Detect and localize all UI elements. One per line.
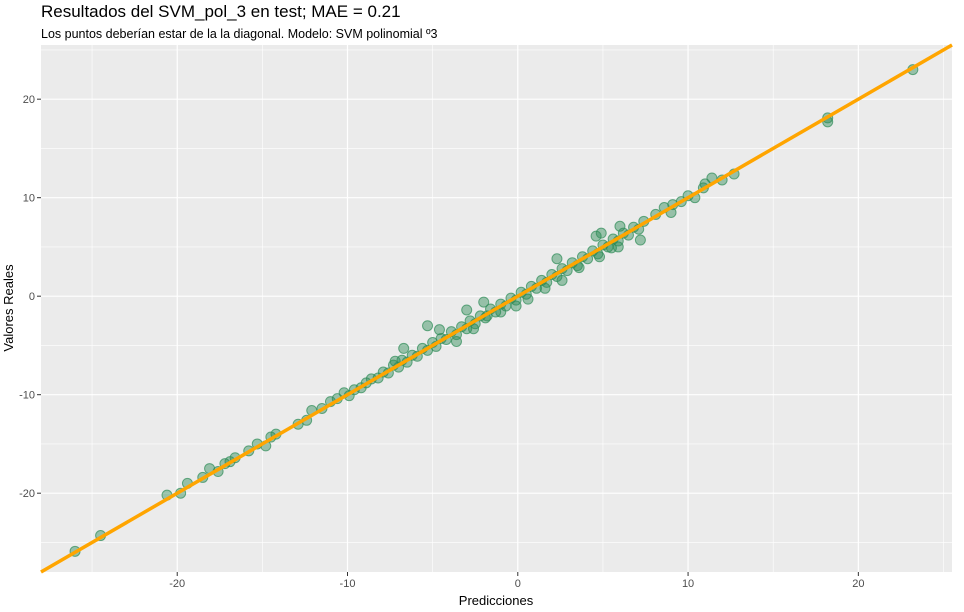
y-tick-label: -10 [19,390,35,402]
y-tick-label: 10 [23,193,35,205]
data-point [595,227,607,239]
reference-line [40,43,953,574]
major-gridlines [41,45,952,572]
reference-line-layer [40,43,953,574]
minor-gridlines [41,45,952,572]
y-tick-label: 0 [29,291,35,303]
data-point [594,251,606,263]
y-tick-label: -20 [19,488,35,500]
x-tick-label: 10 [682,578,694,590]
data-point [556,274,568,286]
chart-subtitle: Los puntos deberían estar de la la diago… [41,27,438,41]
x-tick-label: 20 [852,578,864,590]
data-point [450,335,462,347]
x-tick-label: -10 [340,578,356,590]
x-axis-ticks: -20 -10 0 10 20 [169,572,864,590]
data-point [551,253,563,265]
data-point [614,220,626,232]
x-axis-title: Predicciones [459,593,534,608]
data-point [590,230,602,242]
x-tick-label: 0 [515,578,521,590]
chart-title: Resultados del SVM_pol_3 en test; MAE = … [41,2,401,21]
y-tick-label: 20 [23,94,35,106]
y-axis-title: Valores Reales [1,264,16,352]
data-point [478,296,490,308]
data-point [634,234,646,246]
x-tick-label: -20 [169,578,185,590]
data-point [433,324,445,336]
data-point [539,282,551,294]
data-point [398,342,410,354]
data-point [510,300,522,312]
data-point [522,293,534,305]
y-axis-ticks: -20 -10 0 10 20 [19,94,41,500]
data-point [422,320,434,332]
data-point [461,304,473,316]
